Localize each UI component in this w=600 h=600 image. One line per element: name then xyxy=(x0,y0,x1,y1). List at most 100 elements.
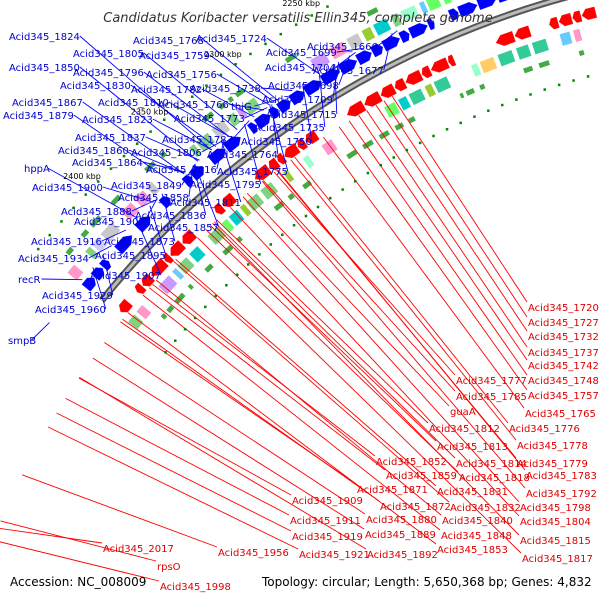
forward-gene-label: Acid345_1773 xyxy=(174,114,245,125)
reverse-gene-label: Acid345_1737 xyxy=(528,348,599,359)
map-title: Candidatus Koribacter versatilis Ellin34… xyxy=(103,11,492,26)
reverse-connector xyxy=(79,377,367,550)
forward-connector xyxy=(188,165,194,198)
forward-gene-label: Acid345_1929 xyxy=(42,291,113,302)
forward-gene-label: Acid345_1830 xyxy=(60,81,131,92)
reverse-gene-label: Acid345_1911 xyxy=(290,516,361,527)
reverse-gene-label: Acid345_1792 xyxy=(526,489,597,500)
forward-gene-label: Acid345_1934 xyxy=(18,254,89,265)
forward-connector xyxy=(102,255,114,296)
forward-connector xyxy=(135,219,162,276)
scale-tick-label: 2300 kbp xyxy=(204,50,242,59)
reverse-gene-label: Acid345_1765 xyxy=(525,409,596,420)
forward-connector xyxy=(145,136,200,161)
reverse-gene-label: Acid345_1909 xyxy=(292,496,363,507)
reverse-gene-label: Acid345_1778 xyxy=(517,441,588,452)
forward-connector xyxy=(143,71,229,137)
reverse-gene-label: Acid345_1853 xyxy=(437,545,508,556)
forward-connector xyxy=(216,73,271,106)
reverse-connector xyxy=(148,287,386,471)
forward-connector xyxy=(102,186,154,203)
reverse-connector xyxy=(216,219,429,424)
reverse-gene-label: Acid345_1998 xyxy=(160,582,231,593)
reverse-connector xyxy=(213,221,456,459)
forward-gene-label: Acid345_1836 xyxy=(135,211,206,222)
reverse-gene-label: Acid345_1832 xyxy=(450,503,521,514)
forward-connector xyxy=(336,47,363,53)
reverse-gene-label: Acid345_1859 xyxy=(386,471,457,482)
reverse-connector xyxy=(290,159,517,441)
reverse-connector xyxy=(358,114,528,361)
reverse-connector xyxy=(323,136,525,409)
forward-gene-label: Acid345_1750 xyxy=(241,137,312,148)
reverse-gene-label: Acid345_1919 xyxy=(292,532,363,543)
forward-connector xyxy=(47,167,138,219)
forward-gene-label: Acid345_1864 xyxy=(72,158,143,169)
forward-connector xyxy=(201,88,255,118)
reverse-connector xyxy=(242,196,520,503)
reverse-gene-label: Acid345_1804 xyxy=(520,517,591,528)
forward-gene-label: Acid345_1816 xyxy=(146,165,217,176)
reverse-connector xyxy=(212,222,520,536)
forward-connector xyxy=(41,278,83,281)
reverse-connector xyxy=(276,169,526,471)
scale-tick-label: 2400 kbp xyxy=(63,172,101,181)
forward-gene-label: Acid345_1907 xyxy=(90,271,161,282)
reverse-gene-label: Acid345_1956 xyxy=(218,548,289,559)
genome-summary: Topology: circular; Length: 5,650,368 bp… xyxy=(261,575,592,589)
reverse-gene-label: Acid345_1815 xyxy=(520,536,591,547)
reverse-gene-label: Acid345_1785 xyxy=(456,392,527,403)
forward-gene-label: Acid345_1873 xyxy=(104,237,175,248)
reverse-gene-label: Acid345_1779 xyxy=(517,459,588,470)
forward-gene-label: Acid345_1768 xyxy=(133,36,204,47)
forward-connector xyxy=(143,52,238,130)
forward-gene-label: Acid345_1756 xyxy=(146,70,217,81)
forward-connector xyxy=(130,84,217,147)
reverse-gene-label: Acid345_1776 xyxy=(509,424,580,435)
forward-gene-label: Acid345_1879 xyxy=(3,111,74,122)
reverse-connector xyxy=(0,541,160,582)
reverse-connector xyxy=(209,225,437,442)
forward-gene-label: Acid345_1677 xyxy=(313,66,384,77)
reverse-connector xyxy=(152,283,376,457)
forward-connector xyxy=(131,199,156,212)
forward-connector xyxy=(244,107,268,119)
forward-connector xyxy=(377,30,398,47)
forward-gene-label: recR xyxy=(18,275,41,286)
forward-gene-label: hppA xyxy=(24,164,50,175)
reverse-gene-label: Acid345_1720 xyxy=(528,303,599,314)
forward-connector xyxy=(254,98,280,107)
reverse-connector xyxy=(261,180,526,489)
forward-connector xyxy=(92,267,107,310)
reverse-connector xyxy=(230,207,520,517)
forward-gene-label: Acid345_1806 xyxy=(131,148,202,159)
reverse-connector xyxy=(246,192,450,407)
forward-gene-label: Acid345_1849 xyxy=(111,181,182,192)
forward-gene-label: Acid345_1764 xyxy=(207,150,278,161)
forward-connector xyxy=(271,104,279,155)
reverse-connector xyxy=(127,312,437,545)
reverse-connector xyxy=(175,258,437,487)
forward-gene-label: Acid345_1795 xyxy=(190,180,261,191)
forward-gene-label: Acid345_1811 xyxy=(170,198,241,209)
forward-connector xyxy=(232,120,250,140)
reverse-gene-label: Acid345_1818 xyxy=(459,473,530,484)
forward-gene-label: Acid345_1902 xyxy=(74,217,145,228)
forward-connector xyxy=(228,103,264,111)
forward-connector xyxy=(302,83,313,142)
forward-gene-label: Acid345_1888 xyxy=(61,207,132,218)
forward-gene-label: Acid345_1709 xyxy=(262,95,333,106)
reverse-gene-label: Acid345_1813 xyxy=(437,442,508,453)
forward-connector xyxy=(334,64,338,115)
forward-connector xyxy=(244,123,262,185)
reverse-gene-label: Acid345_1921 xyxy=(299,550,370,561)
reverse-connector xyxy=(0,520,157,562)
forward-gene-label: smpB xyxy=(8,336,36,347)
reverse-connector xyxy=(155,279,442,516)
forward-gene-label: Acid345_1824 xyxy=(9,32,80,43)
forward-connector xyxy=(201,139,225,153)
reverse-gene-label: Acid345_1889 xyxy=(365,530,436,541)
reverse-connector xyxy=(0,528,103,544)
forward-gene-label: Acid345_1867 xyxy=(12,98,83,109)
forward-connector xyxy=(88,245,113,259)
